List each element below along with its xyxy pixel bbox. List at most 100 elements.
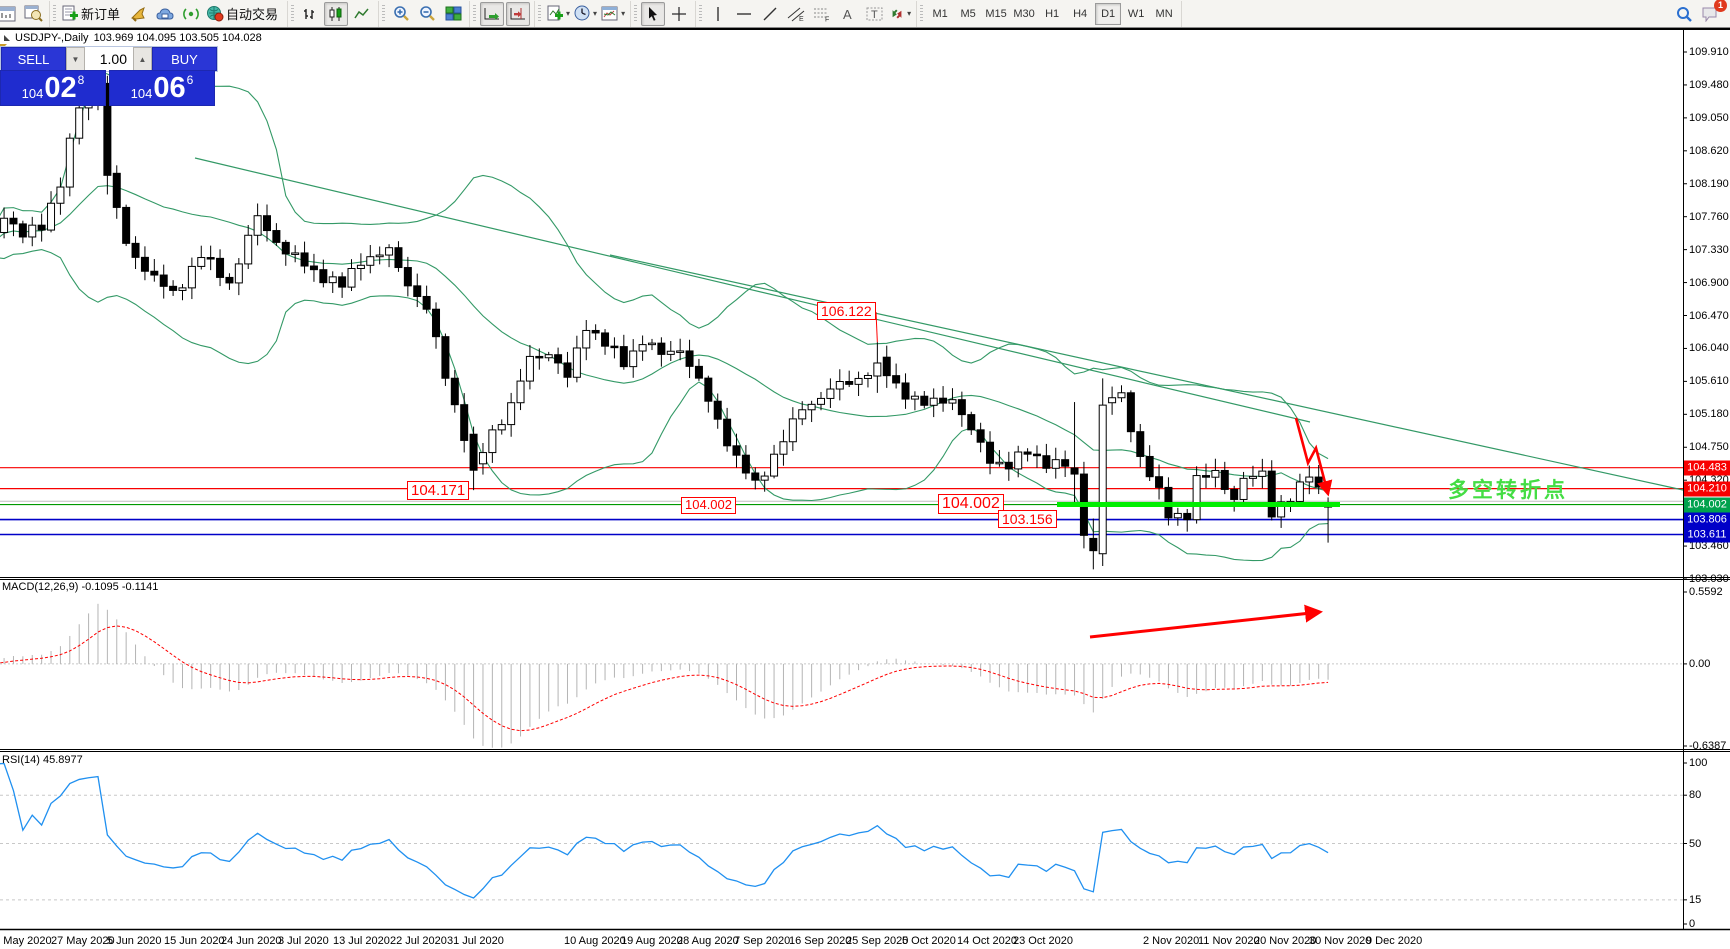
date-axis-label: 15 Jun 2020 bbox=[164, 935, 225, 947]
date-axis-label: 10 Aug 2020 bbox=[564, 935, 626, 947]
price-chart-canvas[interactable] bbox=[0, 30, 1730, 949]
rsi-scale-label: 15 bbox=[1689, 893, 1702, 906]
chart-shift-button[interactable] bbox=[506, 1, 531, 26]
price-badge: 104.210 bbox=[1684, 481, 1730, 497]
toolbar-grip bbox=[291, 4, 295, 23]
alert-horn-icon[interactable] bbox=[127, 2, 151, 26]
chart-window-icon[interactable] bbox=[0, 2, 19, 26]
line-chart-button[interactable] bbox=[350, 2, 374, 26]
notifications-icon[interactable]: 1 bbox=[1698, 0, 1727, 26]
date-axis-label: 19 Aug 2020 bbox=[621, 935, 683, 947]
toolbar-group-zoom bbox=[379, 0, 471, 27]
price-label-104171[interactable]: 104.171 bbox=[407, 481, 470, 501]
chart-window-border bbox=[0, 28, 1730, 30]
volume-input[interactable]: 1.00 bbox=[85, 47, 133, 71]
collapse-arrow-icon[interactable] bbox=[4, 35, 10, 41]
timeframe-button-m30[interactable]: M30 bbox=[1013, 7, 1035, 20]
svg-text:T: T bbox=[871, 9, 878, 21]
chevron-down-icon: ▾ bbox=[593, 9, 598, 18]
toolbar-grip bbox=[699, 4, 703, 23]
tile-windows-button[interactable] bbox=[441, 2, 465, 26]
timeframe-button-h1[interactable]: H1 bbox=[1045, 7, 1060, 20]
text-tool[interactable]: A bbox=[836, 2, 860, 26]
price-tick-label: 106.040 bbox=[1689, 342, 1729, 355]
sell-button[interactable]: SELL bbox=[1, 47, 66, 71]
date-axis-label: 5 Jun 2020 bbox=[107, 935, 162, 947]
arrows-tool[interactable]: ▾ bbox=[888, 2, 912, 26]
date-axis-label: 13 Jul 2020 bbox=[333, 935, 390, 947]
date-axis-label: 28 Aug 2020 bbox=[677, 935, 739, 947]
sell-price-quote[interactable]: 104 02 8 bbox=[0, 70, 106, 106]
indicators-button[interactable]: ▾ bbox=[545, 2, 571, 26]
chart-area[interactable]: USDJPY-,Daily 103.969 104.095 103.505 10… bbox=[0, 30, 1730, 949]
price-tick-label: 108.620 bbox=[1689, 144, 1729, 157]
toolbar-group-chart-type bbox=[288, 0, 380, 27]
toolbar-grip bbox=[920, 4, 924, 23]
buy-button[interactable]: BUY bbox=[152, 47, 217, 71]
pivot-note-text[interactable]: 多空转折点 bbox=[1448, 479, 1568, 502]
date-axis-label: 9 Dec 2020 bbox=[1366, 935, 1423, 947]
zoom-out-button[interactable] bbox=[415, 2, 439, 26]
price-tick-label: 107.330 bbox=[1689, 243, 1729, 256]
timeframe-button-d1[interactable]: D1 bbox=[1095, 2, 1122, 25]
timeframe-button-h4[interactable]: H4 bbox=[1073, 7, 1088, 20]
equidistant-channel-tool[interactable]: E bbox=[784, 2, 808, 26]
price-label-106122[interactable]: 106.122 bbox=[817, 302, 876, 321]
toolbar-grip bbox=[538, 4, 542, 23]
chevron-down-icon: ▾ bbox=[621, 9, 626, 18]
toolbar-right: 1 bbox=[1671, 0, 1730, 26]
buy-price-prefix: 104 bbox=[130, 86, 153, 101]
rsi-scale-label: 100 bbox=[1689, 757, 1708, 769]
toolbar-grip bbox=[473, 4, 477, 23]
crosshair-button[interactable] bbox=[667, 2, 691, 26]
timeframe-button-m5[interactable]: M5 bbox=[960, 7, 976, 20]
auto-scroll-button[interactable] bbox=[480, 1, 505, 26]
horizontal-line-tool[interactable] bbox=[732, 2, 756, 26]
profile-window-icon[interactable] bbox=[21, 2, 45, 26]
timeframe-button-mn[interactable]: MN bbox=[1155, 7, 1173, 20]
search-icon[interactable] bbox=[1672, 2, 1696, 26]
zoom-in-button[interactable] bbox=[389, 2, 413, 26]
volume-decrement-button[interactable]: ▼ bbox=[66, 47, 85, 71]
price-label-104002-a[interactable]: 104.002 bbox=[681, 497, 736, 514]
auto-trading-button[interactable]: 自动交易 bbox=[205, 2, 283, 26]
svg-text:A: A bbox=[843, 7, 852, 21]
toolbar-grip bbox=[634, 4, 638, 23]
timeframe-button-m15[interactable]: M15 bbox=[985, 7, 1007, 20]
trendline-tool[interactable] bbox=[758, 2, 782, 26]
periods-button[interactable]: ▾ bbox=[573, 2, 598, 26]
price-badge: 103.806 bbox=[1684, 512, 1730, 528]
volume-increment-button[interactable]: ▲ bbox=[133, 47, 152, 71]
candlestick-chart-button[interactable] bbox=[324, 1, 349, 26]
fibonacci-tool[interactable]: F bbox=[810, 2, 834, 26]
toolbar-group-objects: E F A T ▾ bbox=[696, 0, 918, 27]
symbol-title: USDJPY-,Daily bbox=[15, 32, 89, 44]
timeframe-button-w1[interactable]: W1 bbox=[1127, 7, 1145, 20]
signals-icon[interactable] bbox=[179, 2, 203, 26]
toolbar-group-timeframes: M1 M5 M15 M30 H1 H4 D1 W1 MN bbox=[917, 0, 1183, 27]
date-axis-label: 27 May 2020 bbox=[51, 935, 115, 947]
cursor-button[interactable] bbox=[641, 1, 666, 26]
rsi-scale-label: 50 bbox=[1689, 837, 1702, 850]
date-axis-label: 24 Jun 2020 bbox=[221, 935, 282, 947]
buy-price-quote[interactable]: 104 06 6 bbox=[109, 70, 215, 106]
auto-trading-label: 自动交易 bbox=[226, 7, 279, 22]
date-axis-label: 20 Nov 2020 bbox=[1254, 935, 1317, 947]
text-label-tool[interactable]: T bbox=[862, 2, 886, 26]
macd-scale-label: -0.6387 bbox=[1689, 740, 1727, 752]
date-axis-label: 16 Sep 2020 bbox=[789, 935, 852, 947]
date-axis-label: 5 Oct 2020 bbox=[902, 935, 956, 947]
price-label-104002-b[interactable]: 104.002 bbox=[938, 494, 1004, 515]
new-order-button[interactable]: 新订单 bbox=[60, 2, 125, 26]
bar-chart-button[interactable] bbox=[298, 2, 322, 26]
buy-price-big: 06 bbox=[153, 72, 186, 104]
data-window-icon[interactable] bbox=[153, 2, 177, 26]
price-label-103156[interactable]: 103.156 bbox=[998, 510, 1057, 529]
vertical-line-tool[interactable] bbox=[706, 2, 730, 26]
svg-text:E: E bbox=[799, 16, 804, 22]
templates-button[interactable]: ▾ bbox=[600, 2, 626, 26]
price-tick-label: 106.470 bbox=[1689, 309, 1729, 322]
sell-price-prefix: 104 bbox=[21, 86, 44, 101]
timeframe-button-m1[interactable]: M1 bbox=[932, 7, 948, 20]
